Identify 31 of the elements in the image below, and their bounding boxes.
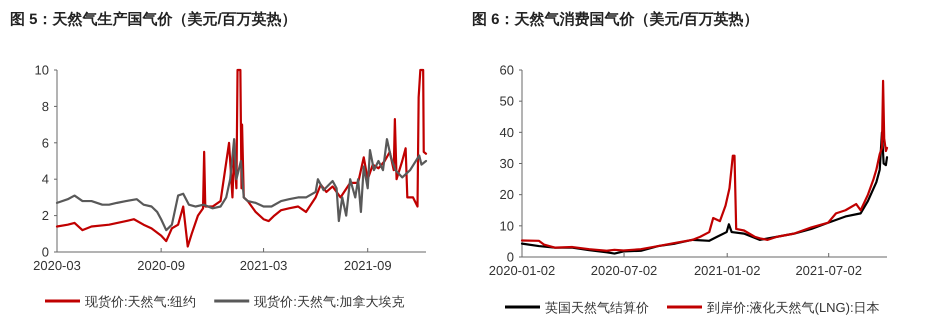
legend-label: 现货价:天然气:加拿大埃克 [254, 294, 404, 309]
line-series [56, 138, 428, 232]
y-tick-label: 0 [42, 244, 49, 260]
chart-title: 图 6：天然气消费国气价（美元/百万英热） [472, 10, 759, 28]
chart-title: 图 5：天然气生产国气价（美元/百万英热） [10, 10, 297, 28]
y-tick-label: 4 [42, 172, 49, 187]
y-tick-label: 30 [500, 156, 514, 171]
y-tick-label: 50 [500, 94, 514, 109]
line-series [520, 131, 888, 255]
line-series [520, 80, 888, 252]
y-tick-label: 6 [42, 135, 49, 150]
y-tick-label: 20 [500, 187, 514, 202]
x-tick-label: 2021-09 [344, 258, 392, 273]
legend-label: 现货价:天然气:纽约 [85, 294, 196, 309]
x-tick-label: 2021-07-02 [795, 263, 862, 278]
x-tick-label: 2020-07-02 [590, 263, 658, 278]
x-tick-label: 2020-09 [137, 258, 185, 273]
y-tick-label: 2 [42, 208, 49, 224]
y-tick-label: 10 [34, 62, 49, 78]
x-tick-label: 2020-03 [33, 258, 81, 273]
line-series [56, 68, 428, 248]
legend-label: 英国天然气结算价 [545, 300, 649, 315]
y-tick-label: 8 [42, 98, 49, 114]
y-tick-label: 60 [500, 62, 514, 78]
x-tick-label: 2021-03 [240, 258, 288, 273]
x-tick-label: 2020-01-02 [488, 263, 556, 278]
y-tick-label: 40 [500, 124, 514, 140]
legend-label: 到岸价:液化天然气(LNG):日本 [707, 300, 880, 315]
y-tick-label: 10 [500, 218, 514, 234]
x-tick-label: 2021-01-02 [694, 263, 760, 278]
y-tick-label: 0 [506, 250, 514, 264]
